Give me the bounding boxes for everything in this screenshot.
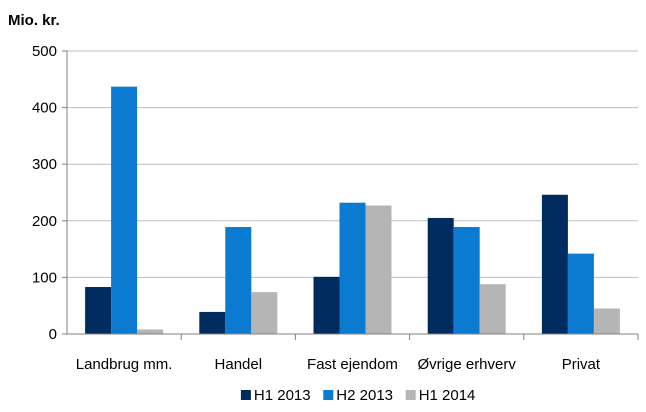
bar (225, 227, 252, 334)
x-tick-label: Landbrug mm. (76, 356, 173, 373)
bar (137, 329, 164, 334)
y-tick-label: 0 (49, 326, 57, 343)
bar (567, 253, 594, 334)
bar (313, 276, 340, 334)
bar (199, 311, 226, 334)
legend-swatch (405, 390, 416, 400)
bar (541, 194, 568, 334)
bar (479, 284, 506, 334)
legend-label: H2 2013 (336, 387, 393, 404)
bar (365, 205, 392, 334)
legend-label: H1 2013 (254, 387, 311, 404)
x-tick-label: Handel (215, 356, 263, 373)
legend: H1 2013 H2 2013 H1 2014 (240, 387, 476, 404)
y-tick-label: 200 (32, 213, 57, 230)
axes (62, 50, 639, 340)
bar (453, 227, 480, 334)
y-tick-label: 400 (32, 100, 57, 117)
bar (427, 217, 454, 334)
x-tick-label: Fast ejendom (307, 356, 398, 373)
legend-swatch (323, 390, 334, 400)
legend-swatch (240, 390, 251, 400)
y-tick-label: 300 (32, 156, 57, 173)
legend-label: H1 2014 (419, 387, 476, 404)
bar (593, 308, 620, 334)
bar (111, 86, 138, 335)
bar (251, 292, 278, 334)
bars (85, 86, 620, 335)
y-axis-label: Mio. kr. (8, 12, 60, 29)
x-tick-label: Øvrige erhverv (418, 356, 517, 373)
x-tick-label: Privat (562, 356, 601, 373)
y-tick-label: 500 (32, 43, 57, 60)
y-tick-labels: 0 100 200 300 400 500 (32, 43, 57, 343)
x-tick-labels: Landbrug mm. Handel Fast ejendom Øvrige erh… (76, 356, 601, 373)
bar (85, 287, 112, 334)
y-tick-label: 100 (32, 269, 57, 286)
bar (339, 202, 366, 334)
